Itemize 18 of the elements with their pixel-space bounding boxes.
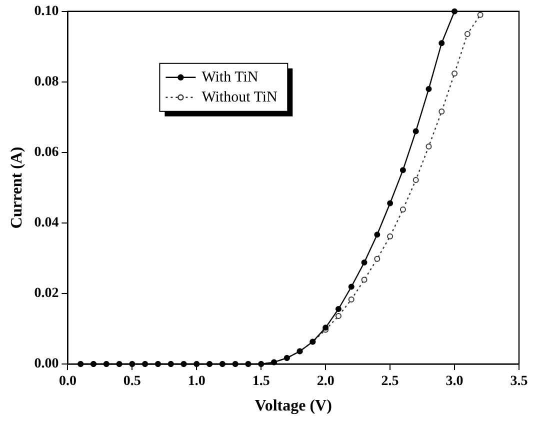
legend-label: Without TiN [202, 89, 278, 106]
x-tick-label: 2.5 [381, 374, 399, 390]
y-tick-label: 0.06 [34, 145, 59, 160]
legend-label: With TiN [202, 69, 258, 86]
x-tick-label: 3.0 [446, 374, 464, 390]
y-tick-label: 0.04 [34, 216, 59, 231]
x-axis-title: Voltage (V) [254, 398, 332, 415]
x-tick-label: 1.5 [252, 374, 270, 390]
y-tick-label: 0.10 [34, 4, 59, 20]
x-tick-label: 0.0 [58, 374, 76, 390]
x-tick-label: 0.5 [123, 374, 141, 390]
y-axis-title: Current (A) [8, 146, 26, 229]
y-tick-label: 0.02 [34, 286, 59, 302]
y-tick-label: 0.08 [34, 74, 59, 90]
x-tick-label: 1.0 [188, 374, 206, 390]
x-tick-label: 2.0 [316, 374, 334, 390]
x-tick-label: 3.5 [510, 374, 528, 390]
y-tick-label: 0.00 [34, 356, 59, 372]
